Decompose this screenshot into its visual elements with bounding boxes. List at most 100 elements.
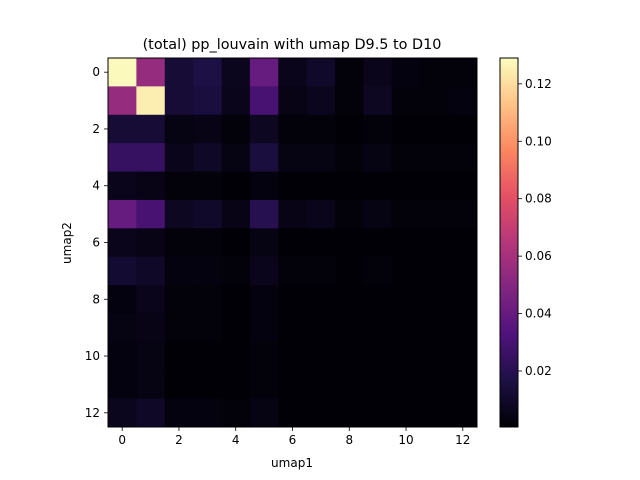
heatmap-cell: [193, 171, 222, 201]
heatmap-cell: [420, 86, 450, 116]
heatmap-cell: [221, 398, 251, 428]
heatmap-cell: [306, 86, 336, 116]
heatmap-cell: [278, 398, 308, 428]
heatmap-cell: [363, 86, 393, 116]
heatmap-cell: [306, 370, 336, 400]
heatmap-cell: [391, 285, 421, 314]
heatmap-cell: [164, 58, 194, 87]
heatmap-cell: [306, 199, 336, 229]
heatmap-cell: [335, 58, 364, 87]
heatmap-cell: [420, 143, 450, 172]
chart-title: (total) pp_louvain with umap D9.5 to D10: [143, 37, 442, 53]
y-tick-label: 2: [92, 122, 100, 136]
heatmap-cell: [221, 143, 251, 172]
heatmap-cell: [420, 58, 450, 87]
colorbar-tick-label: 0.08: [525, 192, 552, 206]
heatmap-cell: [448, 398, 478, 428]
heatmap-cell: [363, 341, 393, 371]
heatmap-cell: [448, 370, 478, 400]
heatmap-cell: [391, 398, 421, 428]
heatmap-cell: [136, 58, 166, 87]
heatmap-cell: [249, 86, 279, 116]
heatmap-cell: [193, 285, 222, 314]
colorbar-tick-label: 0.02: [525, 364, 552, 378]
heatmap-cell: [420, 398, 450, 428]
heatmap-cell: [391, 199, 421, 229]
heatmap-cell: [108, 398, 137, 428]
y-tick-label: 6: [92, 236, 100, 250]
heatmap-cell: [164, 313, 194, 343]
heatmap-cell: [306, 114, 336, 144]
heatmap-cell: [363, 313, 393, 343]
heatmap-cell: [278, 86, 308, 116]
heatmap-cell: [448, 285, 478, 314]
heatmap-cell: [363, 370, 393, 400]
heatmap-cell: [363, 114, 393, 144]
heatmap-cell: [391, 370, 421, 400]
heatmap-cell: [335, 199, 364, 229]
colorbar-tick-label: 0.06: [525, 249, 552, 263]
heatmap-cell: [221, 285, 251, 314]
heatmap-cell: [193, 114, 222, 144]
heatmap-cell: [448, 114, 478, 144]
heatmap-cell: [249, 114, 279, 144]
heatmap-cells: [108, 58, 478, 428]
heatmap-cell: [164, 114, 194, 144]
heatmap-cell: [363, 199, 393, 229]
heatmap-cell: [363, 228, 393, 258]
heatmap-cell: [108, 199, 137, 229]
heatmap-cell: [391, 143, 421, 172]
heatmap-cell: [249, 341, 279, 371]
heatmap-cell: [448, 256, 478, 286]
y-tick-label: 0: [92, 65, 100, 79]
heatmap-cell: [136, 228, 166, 258]
heatmap-cell: [249, 228, 279, 258]
heatmap-cell: [136, 114, 166, 144]
heatmap-cell: [136, 199, 166, 229]
heatmap-cell: [164, 256, 194, 286]
colorbar-ticks: 0.02 0.04 0.06 0.08 0.10 0.12: [518, 77, 552, 378]
x-tick-label: 8: [345, 433, 353, 447]
heatmap-cell: [164, 199, 194, 229]
heatmap-cell: [193, 313, 222, 343]
heatmap-cell: [448, 228, 478, 258]
heatmap-cell: [335, 143, 364, 172]
x-tick-label: 10: [398, 433, 413, 447]
heatmap-cell: [164, 370, 194, 400]
colorbar-tick-label: 0.10: [525, 134, 552, 148]
heatmap-cell: [221, 199, 251, 229]
heatmap-cell: [249, 199, 279, 229]
heatmap-cell: [391, 58, 421, 87]
heatmap-cell: [221, 370, 251, 400]
heatmap-cell: [420, 114, 450, 144]
y-tick-label: 12: [85, 406, 100, 420]
heatmap-cell: [249, 58, 279, 87]
heatmap-cell: [193, 86, 222, 116]
heatmap-cell: [391, 114, 421, 144]
heatmap-cell: [335, 171, 364, 201]
y-axis-label: umap2: [60, 222, 74, 264]
y-tick-label: 4: [92, 179, 100, 193]
heatmap-cell: [221, 58, 251, 87]
heatmap-cell: [108, 228, 137, 258]
heatmap-cell: [249, 171, 279, 201]
heatmap-cell: [420, 341, 450, 371]
heatmap-cell: [363, 256, 393, 286]
heatmap-cell: [335, 313, 364, 343]
heatmap-cell: [193, 199, 222, 229]
heatmap-cell: [108, 370, 137, 400]
heatmap-cell: [448, 171, 478, 201]
heatmap-cell: [221, 256, 251, 286]
heatmap-cell: [306, 313, 336, 343]
heatmap-cell: [335, 285, 364, 314]
y-axis-ticks: 0 2 4 6 8 10 12: [85, 65, 108, 420]
heatmap-cell: [136, 370, 166, 400]
colorbar-tick-label: 0.04: [525, 307, 552, 321]
heatmap-cell: [306, 285, 336, 314]
heatmap-cell: [306, 256, 336, 286]
heatmap-cell: [335, 86, 364, 116]
heatmap-cell: [278, 313, 308, 343]
heatmap-cell: [108, 256, 137, 286]
heatmap-cell: [335, 398, 364, 428]
